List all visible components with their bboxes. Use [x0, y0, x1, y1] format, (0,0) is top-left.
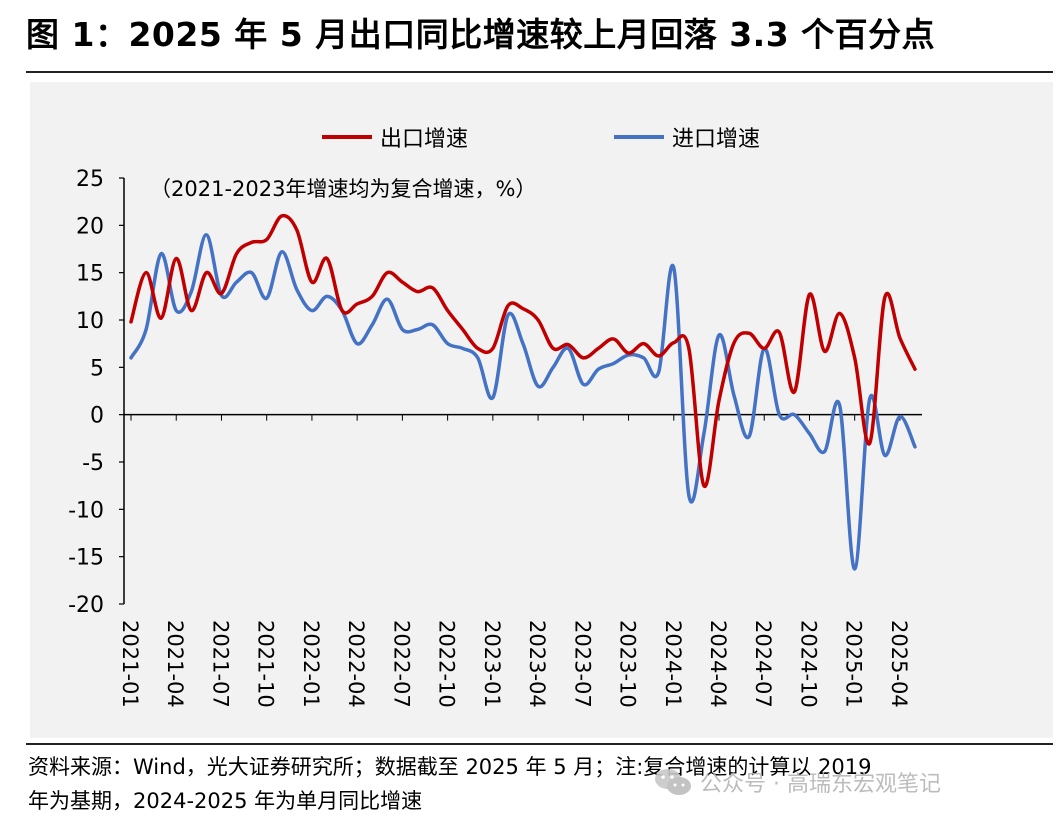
y-tick-label: -10	[68, 498, 104, 523]
x-tick-label: 2022-10	[435, 620, 459, 708]
x-tick-label: 2023-01	[480, 620, 504, 708]
legend-label-export: 出口增速	[380, 127, 468, 152]
chart-panel	[30, 82, 1053, 738]
x-tick-label: 2024-04	[706, 620, 730, 708]
y-tick-label: -5	[82, 451, 104, 476]
y-tick-label: -15	[68, 546, 104, 571]
x-tick-label: 2021-01	[118, 620, 142, 708]
legend-label-import: 进口增速	[672, 127, 760, 152]
y-tick-label: 20	[76, 214, 104, 239]
x-tick-label: 2022-07	[389, 620, 413, 708]
series-line-import	[129, 233, 917, 571]
source-note: 资料来源：Wind，光大证券研究所；数据截至 2025 年 5 月；注:复合增速…	[28, 750, 1058, 818]
x-tick-label: 2022-01	[299, 620, 323, 708]
chart-legend: 出口增速 进口增速	[322, 127, 760, 152]
x-tick-label: 2025-01	[842, 620, 866, 708]
x-tick-label: 2021-10	[254, 620, 278, 708]
x-tick-label: 2023-04	[525, 620, 549, 708]
wechat-icon	[655, 769, 691, 795]
footer-divider	[26, 743, 1053, 745]
chart-series	[129, 213, 917, 571]
y-tick-label: 5	[90, 356, 104, 381]
y-tick-label: 15	[76, 262, 104, 287]
watermark-text: 公众号 · 高瑞东宏观笔记	[700, 772, 941, 797]
x-tick-label: 2023-10	[616, 620, 640, 708]
y-tick-label: 10	[76, 309, 104, 334]
series-line-export	[129, 213, 917, 488]
x-tick-label: 2021-04	[163, 620, 187, 708]
x-tick-label: 2024-10	[796, 620, 820, 708]
source-line-1: 资料来源：Wind，光大证券研究所；数据截至 2025 年 5 月；注:复合增速…	[28, 755, 872, 779]
title-divider	[26, 71, 1053, 73]
y-tick-label: 0	[90, 404, 104, 429]
y-tick-label: 25	[76, 167, 104, 192]
source-line-2: 年为基期，2024-2025 年为单月同比增速	[28, 789, 423, 813]
x-tick-label: 2023-07	[570, 620, 594, 708]
x-tick-label: 2025-04	[887, 620, 911, 708]
watermark: 公众号 · 高瑞东宏观笔记	[654, 766, 941, 798]
x-tick-label: 2024-07	[751, 620, 775, 708]
chart-annotation: （2021-2023年增速均为复合增速，%）	[150, 177, 536, 201]
y-tick-label: -20	[68, 593, 104, 618]
x-tick-label: 2024-01	[661, 620, 685, 708]
chart-axes: 25 20 15 10 5 0 -5 -10 -15 -20 2021-01 2021-04 2021-…	[68, 167, 922, 708]
x-tick-label: 2021-07	[208, 620, 232, 708]
x-tick-label: 2022-04	[344, 620, 368, 708]
page-title: 图 1：2025 年 5 月出口同比增速较上月回落 3.3 个百分点	[26, 15, 936, 54]
